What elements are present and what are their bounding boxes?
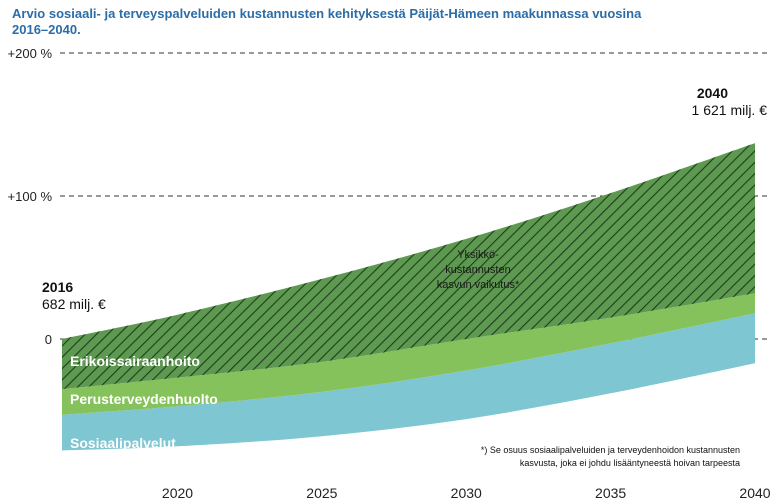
area-sosiaalipalvelut — [62, 313, 755, 451]
y-tick-label-1: +100 % — [8, 189, 53, 204]
area-perusterveydenhuolto — [62, 293, 755, 415]
y-tick-label-2: 0 — [45, 332, 52, 347]
x-tick-label-3: 2035 — [595, 485, 626, 501]
x-tick-label-0: 2020 — [162, 485, 193, 501]
end-year-label: 2040 — [697, 85, 728, 101]
x-tick-label-4: 2040 — [739, 485, 770, 501]
x-tick-label-1: 2025 — [306, 485, 337, 501]
end-value-label: 1 621 milj. € — [692, 102, 768, 118]
footnote-line-2: kasvusta, joka ei johdu lisääntyneestä h… — [520, 458, 740, 468]
unit-cost-label-line-3: kasvun vaikutus* — [437, 279, 520, 291]
footnote-line-1: *) Se osuus sosiaalipalveluiden ja terve… — [481, 445, 740, 455]
series-label-sosiaalipalvelut: Sosiaalipalvelut — [70, 435, 176, 451]
y-axis: +200 % +100 % 0 — [8, 46, 53, 347]
start-value-label: 682 milj. € — [42, 296, 106, 312]
chart-title-line-2: 2016–2040. — [12, 22, 81, 37]
chart-title-line-1: Arvio sosiaali- ja terveyspalveluiden ku… — [12, 6, 642, 21]
x-tick-label-2: 2030 — [451, 485, 482, 501]
series-label-erikoissairaanhoito: Erikoissairaanhoito — [70, 353, 200, 369]
unit-cost-label-line-2: kustannusten — [445, 264, 510, 276]
x-axis: 2020 2025 2030 2035 2040 — [162, 485, 771, 501]
y-tick-label-0: +200 % — [8, 46, 53, 61]
start-year-label: 2016 — [42, 279, 73, 295]
area-yksikkokustannukset — [62, 143, 755, 390]
series-label-perusterveydenhuolto: Perusterveydenhuolto — [70, 391, 218, 407]
unit-cost-label-line-1: Yksikkö- — [457, 249, 499, 261]
stacked-areas — [62, 143, 755, 451]
